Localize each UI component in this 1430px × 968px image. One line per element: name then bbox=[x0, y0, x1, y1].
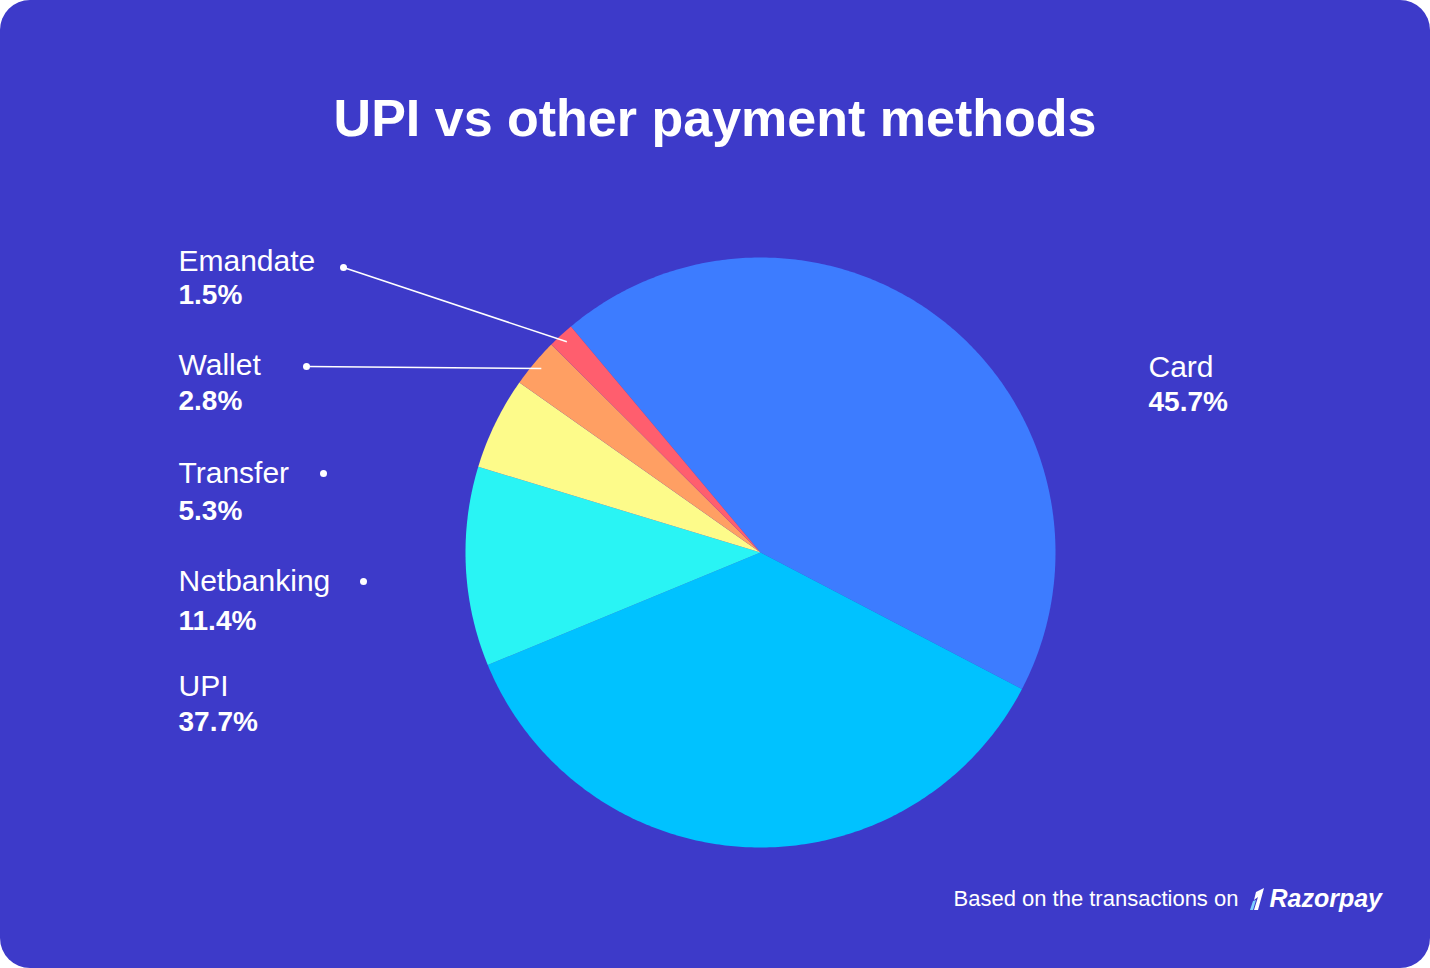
svg-text:5.3%: 5.3% bbox=[179, 495, 243, 526]
svg-text:Card: Card bbox=[1149, 350, 1214, 383]
svg-text:45.7%: 45.7% bbox=[1149, 386, 1228, 417]
svg-text:Emandate: Emandate bbox=[179, 244, 316, 277]
html-text:Based on the transactions on: Based on the transactions on bbox=[953, 885, 1239, 911]
svg-text:1.5%: 1.5% bbox=[179, 279, 243, 310]
svg-text:2.8%: 2.8% bbox=[179, 385, 243, 416]
html-text:UPI vs other payment methods: UPI vs other payment methods bbox=[333, 89, 1097, 147]
html-text:Razorpay: Razorpay bbox=[1269, 884, 1382, 912]
svg-text:Wallet: Wallet bbox=[179, 348, 262, 381]
svg-text:Transfer: Transfer bbox=[179, 456, 290, 489]
svg-text:37.7%: 37.7% bbox=[179, 706, 258, 737]
svg-text:UPI: UPI bbox=[179, 669, 229, 702]
svg-text:11.4%: 11.4% bbox=[179, 605, 257, 636]
svg-text:Netbanking: Netbanking bbox=[179, 564, 331, 597]
